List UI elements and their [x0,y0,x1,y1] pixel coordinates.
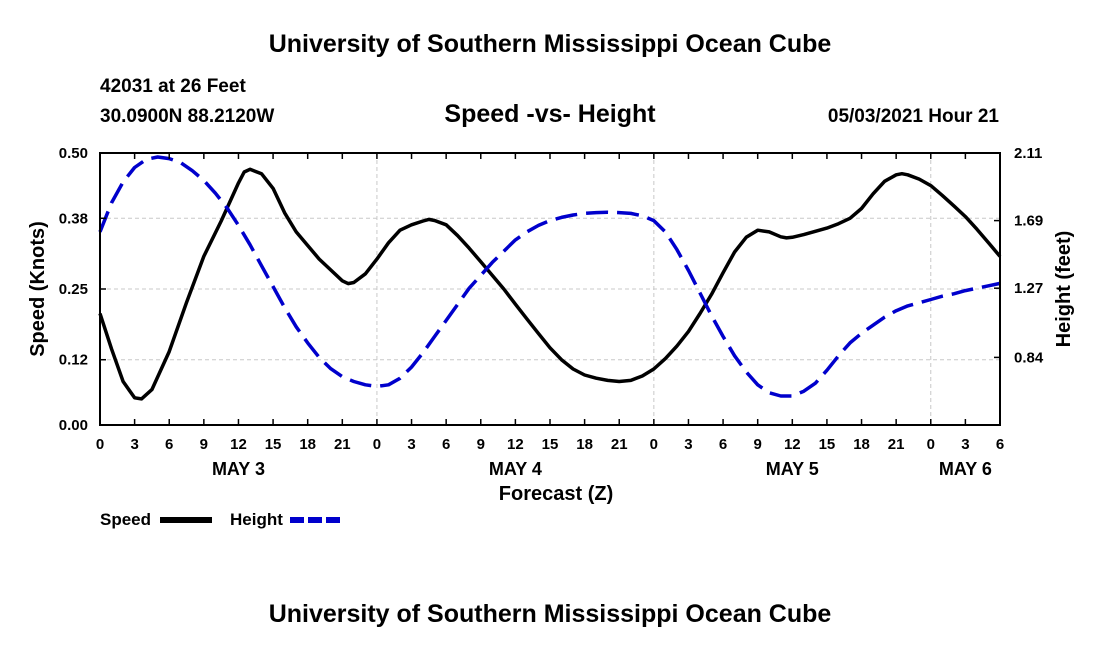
x-tick-label: 3 [407,436,415,453]
legend: Speed Height [100,510,342,529]
x-tick-label: 18 [299,436,316,453]
y-left-tick-label: 0.00 [59,417,88,434]
x-tick-label: 0 [373,436,381,453]
day-label: MAY 5 [766,459,819,479]
x-tick-label: 3 [961,436,969,453]
axis-ticks [99,152,1001,426]
x-tick-label: 3 [130,436,138,453]
coordinates-label: 30.0900N 88.2120W [100,106,275,127]
grid-lines [100,153,1000,425]
x-axis-title: Forecast (Z) [499,483,613,505]
y-left-tick-label: 0.50 [59,145,88,162]
x-tick-label: 18 [853,436,870,453]
x-tick-label: 15 [265,436,282,453]
x-tick-label: 9 [754,436,762,453]
x-tick-label: 0 [96,436,104,453]
x-tick-label: 0 [650,436,658,453]
x-tick-label: 6 [165,436,173,453]
day-label: MAY 6 [939,459,992,479]
x-tick-label: 15 [819,436,836,453]
x-tick-label: 21 [611,436,628,453]
x-tick-label: 21 [334,436,351,453]
speed-series-line [98,167,1002,401]
y-left-tick-label: 0.38 [59,210,88,227]
y-right-tick-label: 0.84 [1014,349,1044,366]
x-tick-label: 6 [719,436,727,453]
y-right-tick-label: 1.27 [1014,280,1043,297]
x-tick-label: 0 [927,436,935,453]
legend-label-height: Height [230,510,283,529]
y-right-tick-label: 2.11 [1014,145,1042,162]
axis-labels: 0 3 6 9 12 15 18 21 0 3 6 9 12 15 18 21 0 3 6 9 12 15 18 21 0 3 6M… [27,145,1075,505]
footer-title: University of Southern Mississippi Ocean… [268,600,832,628]
chart-title: Speed -vs- Height [444,100,656,128]
legend-label-speed: Speed [100,510,151,529]
main-title: University of Southern Mississippi Ocean… [268,30,832,58]
x-tick-label: 21 [888,436,905,453]
x-tick-label: 6 [442,436,450,453]
height-series-line [98,155,1001,398]
station-label: 42031 at 26 Feet [100,76,246,97]
forecast-datetime: 05/03/2021 Hour 21 [827,106,999,127]
x-tick-label: 6 [996,436,1004,453]
x-tick-label: 3 [684,436,692,453]
x-tick-label: 15 [542,436,559,453]
y-right-axis-title: Height (feet) [1053,231,1075,348]
x-tick-label: 12 [784,436,801,453]
x-tick-label: 18 [576,436,593,453]
y-right-tick-label: 1.69 [1014,213,1043,230]
day-label: MAY 4 [489,459,542,479]
x-tick-label: 12 [507,436,524,453]
series-lines [98,155,1002,401]
x-tick-label: 9 [477,436,485,453]
y-left-axis-title: Speed (Knots) [27,221,49,357]
y-left-tick-label: 0.25 [59,281,88,298]
x-tick-label: 9 [200,436,208,453]
y-left-tick-label: 0.12 [59,352,88,369]
day-label: MAY 3 [212,459,265,479]
x-tick-label: 12 [230,436,247,453]
